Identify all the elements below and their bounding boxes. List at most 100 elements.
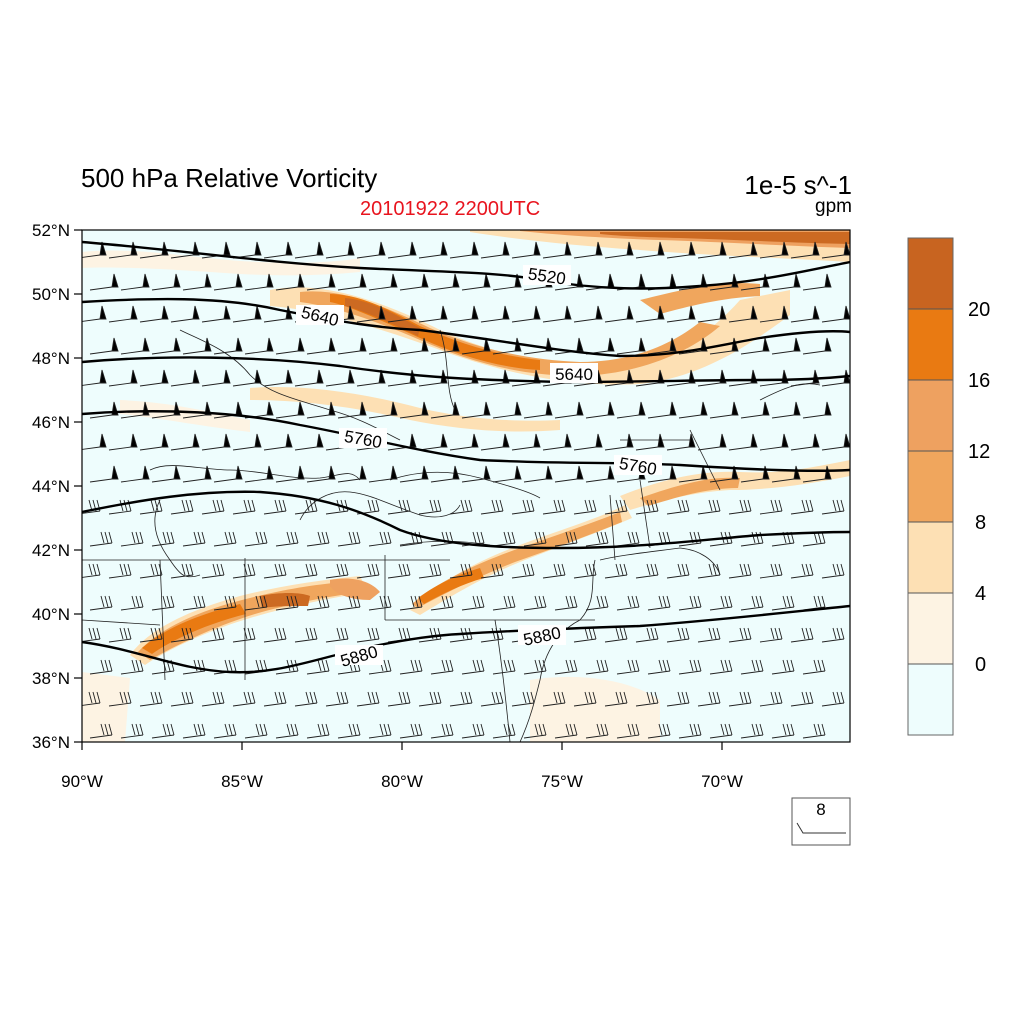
wind-barb	[573, 305, 603, 323]
wind-barb	[89, 273, 119, 291]
wind-barb	[263, 563, 287, 579]
wind-barb	[368, 401, 398, 419]
wind-barb	[244, 531, 268, 547]
wind-barb	[356, 305, 386, 323]
colorbar-label: 4	[975, 583, 986, 605]
wind-barb	[647, 659, 671, 675]
wind-barb	[89, 337, 119, 355]
wind-barb	[449, 499, 473, 515]
wind-barb	[430, 273, 460, 291]
wind-barb	[604, 433, 634, 451]
wind-barb	[697, 305, 727, 323]
wind-barb	[120, 273, 150, 291]
wind-barb	[201, 627, 225, 643]
wind-barb	[585, 659, 609, 675]
colorbar-label: 8	[975, 512, 986, 534]
wind-barb	[604, 499, 628, 515]
wind-barb	[790, 433, 820, 451]
wind-barb	[771, 273, 801, 291]
wind-barb	[666, 691, 690, 707]
wind-barb	[821, 691, 845, 707]
wind-barb	[368, 273, 398, 291]
wind-barb	[120, 723, 144, 739]
wind-barb	[771, 595, 795, 611]
wind-barb	[635, 369, 665, 387]
wind-barb	[678, 465, 708, 483]
wind-barb	[585, 595, 609, 611]
wind-barb	[399, 273, 429, 291]
wind-barb	[275, 465, 305, 483]
wind-barb	[120, 337, 150, 355]
wind-barb	[666, 563, 690, 579]
wind-barb	[108, 433, 138, 451]
wind-barb	[182, 465, 212, 483]
wind-barb	[585, 723, 609, 739]
wind-barb	[604, 305, 634, 323]
wind-barb	[120, 595, 144, 611]
wind-barb	[213, 465, 243, 483]
reference-vector-label: 8	[816, 800, 825, 819]
wind-barb	[709, 401, 739, 419]
map-axes: 52°N 50°N 48°N 46°N 44°N 42°N 40°N 38°N 36°N 90°W…	[32, 221, 743, 791]
wind-barb	[82, 241, 107, 258]
wind-barb	[771, 723, 795, 739]
wind-barb	[275, 723, 299, 739]
wind-barb	[120, 659, 144, 675]
wind-barb	[356, 241, 386, 259]
wind-barb	[430, 723, 454, 739]
wind-barb	[728, 241, 758, 259]
wind-barb	[399, 401, 429, 419]
wind-barb	[635, 563, 659, 579]
wind-barb	[263, 433, 293, 451]
wind-barb	[821, 241, 850, 259]
wind-barb	[771, 337, 801, 355]
wind-barb	[232, 499, 256, 515]
wind-barb	[480, 305, 510, 323]
wind-barb	[461, 531, 485, 547]
wind-barb	[697, 499, 721, 515]
wind-barb	[585, 531, 609, 547]
wind-barb	[306, 401, 336, 419]
wind-barb	[647, 337, 677, 355]
colorbar: 20 16 12 8 4 0	[907, 237, 990, 736]
colorbar-swatch	[908, 309, 953, 380]
wind-barb	[635, 241, 665, 259]
wind-barb	[511, 305, 541, 323]
wind-barb	[740, 337, 770, 355]
wind-barb	[418, 305, 448, 323]
wind-barb	[120, 531, 144, 547]
wind-barb	[554, 273, 584, 291]
wind-barb	[585, 401, 615, 419]
wind-barb	[368, 531, 392, 547]
wind-barb	[139, 305, 169, 323]
wind-barb	[728, 433, 758, 451]
wind-barb	[337, 595, 361, 611]
wind-barb	[294, 241, 324, 259]
colorbar-label: 12	[968, 441, 990, 463]
lat-label: 38°N	[32, 669, 70, 688]
wind-barb	[554, 465, 584, 483]
wind-barb	[480, 563, 504, 579]
wind-barb	[740, 401, 770, 419]
wind-barb	[523, 659, 547, 675]
wind-barb	[418, 563, 442, 579]
lon-label: 90°W	[61, 772, 103, 791]
wind-barb	[82, 563, 101, 578]
lat-label: 42°N	[32, 541, 70, 560]
wind-barb	[573, 241, 603, 259]
wind-barb	[554, 595, 578, 611]
wind-barb	[821, 433, 850, 451]
wind-barb	[182, 595, 206, 611]
units-label: 1e-5 s^-1	[744, 170, 852, 200]
wind-barb	[802, 723, 826, 739]
wind-barb	[89, 595, 113, 611]
wind-barb	[604, 241, 634, 259]
wind-barb	[573, 627, 597, 643]
colorbar-swatch	[908, 593, 953, 664]
wind-barb	[461, 659, 485, 675]
wind-barb	[306, 659, 330, 675]
wind-barb	[170, 241, 200, 259]
wind-barb	[728, 691, 752, 707]
wind-barb	[306, 273, 336, 291]
